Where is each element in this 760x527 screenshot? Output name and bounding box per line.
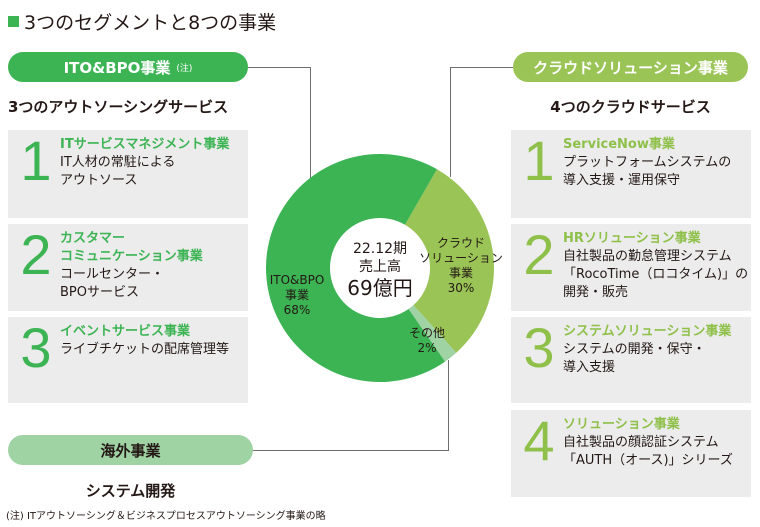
connector-ito-h [248,67,311,68]
overseas-segment-pill: 海外事業 [8,435,253,465]
footnote: (注) ITアウトソーシング＆ビジネスプロセスアウトソーシング事業の略 [6,511,326,522]
other-slice-label: その他 2% [408,326,445,355]
donut-slice [408,305,457,362]
ito-bpo-segment-pill: ITO&BPO事業 (注) [8,52,248,82]
connector-cloud-v [450,67,451,177]
donut-slice [405,169,494,353]
cloud-solution-subtitle: 4つのクラウドサービス [550,98,711,116]
cloud-service-box-3: 3 システムソリューション事業 システムの開発・保守・ 導入支援 [511,317,751,403]
sales-donut-chart [266,154,494,382]
ito-bpo-subtitle: 3つのアウトソーシングサービス [8,98,229,116]
service-description: IT人材の常駐による [60,155,176,170]
cloud-service-box-4: 4 ソリューション事業 自社製品の顔認証システム 「AUTH（オース)」シリーズ [511,410,751,497]
service-description: 導入支援・運用保守 [563,173,681,188]
service-name: コミュニケーション事業 [60,249,203,264]
service-name: ITサービスマネジメント事業 [60,137,230,152]
service-description: 自社製品の勤怠管理システム [563,249,732,264]
donut-slice [266,154,446,382]
service-name: イベントサービス事業 [60,324,191,339]
connector-overseas-v [448,360,449,451]
ito-service-box-2: 2 カスタマー コミュニケーション事業 コールセンター・ BPOサービス [8,224,248,311]
service-name: ソリューション事業 [563,417,680,432]
cloud-service-box-1: 1 ServiceNow事業 プラットフォームシステムの 導入支援・運用保守 [511,130,751,218]
service-description: 「AUTH（オース)」シリーズ [563,453,733,468]
service-name: HRソリューション事業 [563,231,701,246]
ito-bpo-slice-label: ITO&BPO 事業 68% [269,273,325,317]
service-name: カスタマー [60,231,126,246]
ito-service-box-1: 1 ITサービスマネジメント事業 IT人材の常駐による アウトソース [8,130,248,218]
service-description: アウトソース [60,173,138,188]
service-description: 開発・販売 [563,285,629,300]
service-description: BPOサービス [60,285,139,300]
connector-overseas-h [253,450,449,451]
connector-ito-v [310,67,311,185]
service-description: ライブチケットの配席管理等 [60,342,230,357]
service-description: コールセンター・ [60,267,165,282]
service-description: 導入支援 [563,360,616,375]
page-title: 3つのセグメントと8つの事業 [8,8,276,35]
cloud-slice-label: クラウド ソリューション 事業 30% [419,236,503,295]
connector-cloud-h [450,67,513,68]
overseas-subtitle: システム開発 [85,482,176,500]
ito-service-box-3: 3 イベントサービス事業 ライブチケットの配席管理等 [8,317,248,403]
title-square-icon [8,16,19,27]
donut-center-label: 22.12期 売上高 69億円 [347,241,413,300]
service-name: ServiceNow事業 [563,137,675,152]
cloud-service-box-2: 2 HRソリューション事業 自社製品の勤怠管理システム 「RocoTime（ロコ… [511,224,751,311]
service-description: システムの開発・保守・ [563,342,706,357]
service-description: プラットフォームシステムの [563,155,732,170]
service-name: システムソリューション事業 [563,324,732,339]
service-description: 「RocoTime（ロコタイム)」の [563,267,749,282]
cloud-solution-segment-pill: クラウドソリューション事業 [513,52,748,82]
service-description: 自社製品の顔認証システム [563,435,719,450]
